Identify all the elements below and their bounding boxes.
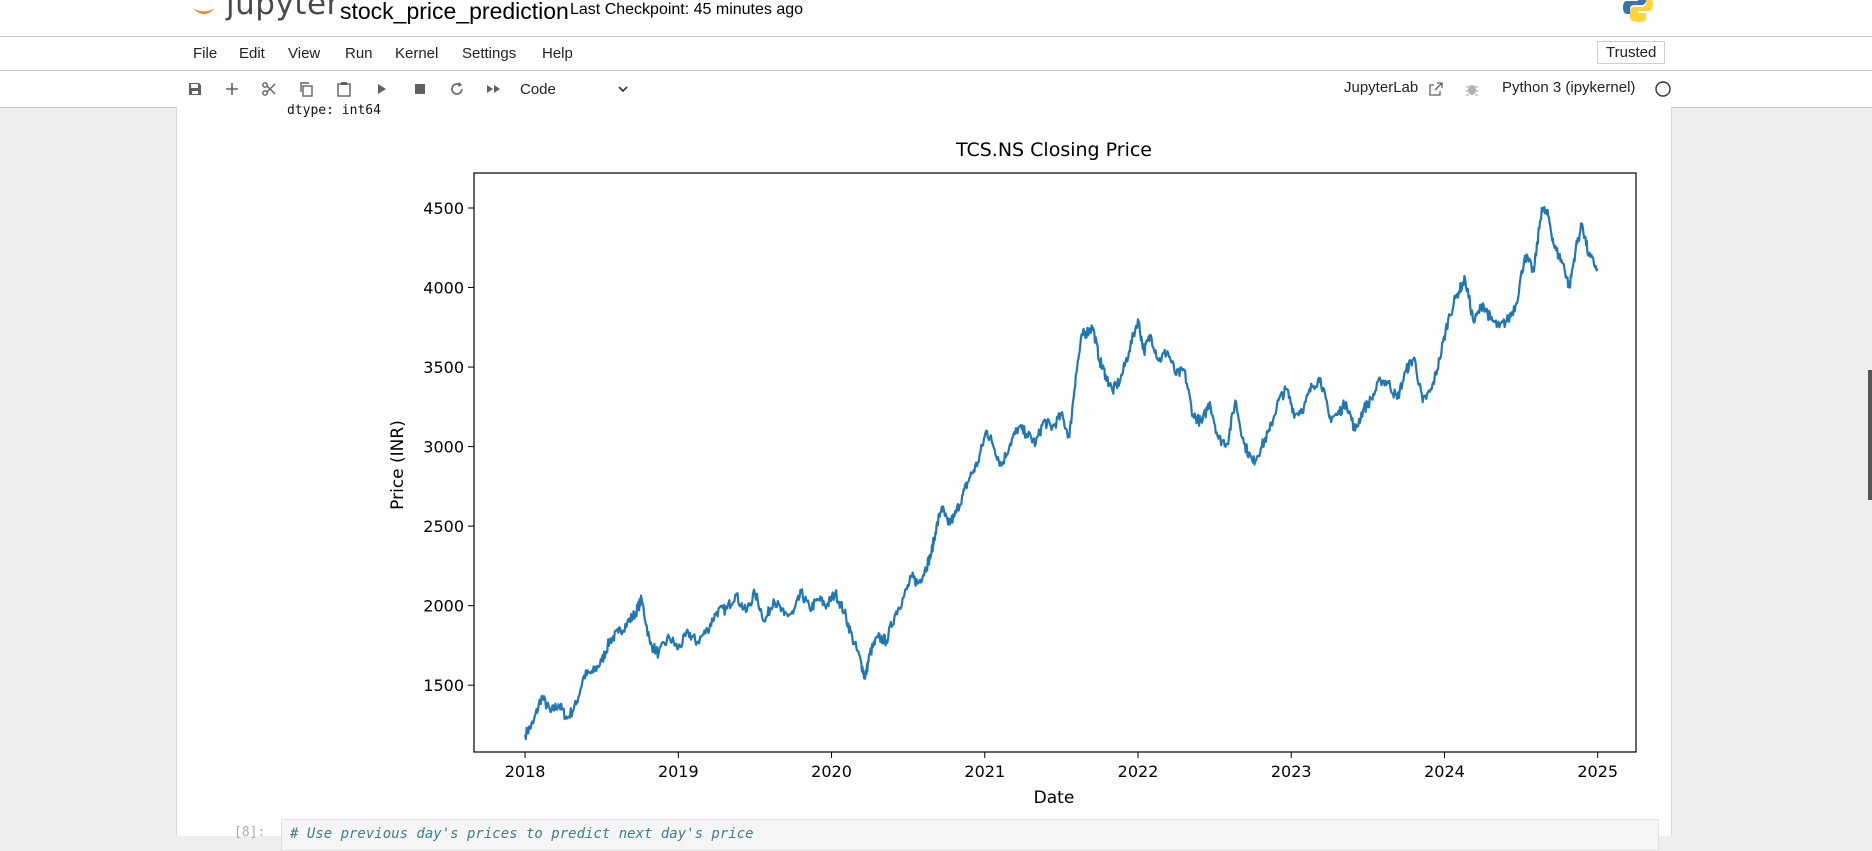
menu-kernel[interactable]: Kernel	[395, 45, 439, 62]
kernel-name[interactable]: Python 3 (ipykernel)	[1502, 79, 1636, 96]
jupyter-logo-icon	[193, 8, 215, 14]
notebook-toolbar: Code JupyterLab Python 3 (ipykernel)	[0, 71, 1872, 108]
copy-icon	[300, 82, 313, 97]
jupyterlab-link[interactable]: JupyterLab	[1344, 79, 1418, 96]
y-tick-label: 3000	[423, 438, 464, 457]
x-axis-label: Date	[1034, 788, 1075, 808]
run-cell-button[interactable]	[372, 79, 392, 99]
restart-icon	[451, 82, 463, 95]
notebook-title[interactable]: stock_price_prediction	[340, 0, 569, 24]
top-header: jupyter stock_price_prediction Last Chec…	[0, 0, 1872, 37]
menu-help[interactable]: Help	[542, 45, 573, 62]
x-tick-label: 2024	[1424, 762, 1465, 781]
y-tick-label: 2500	[423, 517, 464, 536]
output-dtype-text: dtype: int64	[287, 103, 381, 118]
cut-icon	[262, 82, 276, 96]
run-all-button[interactable]	[484, 79, 504, 99]
restart-kernel-button[interactable]	[447, 79, 467, 99]
trusted-indicator[interactable]: Trusted	[1597, 41, 1666, 64]
y-tick-label: 1500	[423, 676, 464, 695]
cut-button[interactable]	[259, 79, 279, 99]
menu-file[interactable]: File	[193, 45, 218, 62]
scrollbar-thumb[interactable]	[1868, 370, 1872, 500]
jupyter-logo-text: jupyter	[226, 0, 340, 22]
save-button[interactable]	[185, 79, 205, 99]
stop-icon	[415, 84, 425, 94]
chevron-down-icon	[618, 86, 628, 93]
x-tick-label: 2025	[1577, 762, 1618, 781]
menu-settings[interactable]: Settings	[462, 45, 517, 62]
chart-title: TCS.NS Closing Price	[955, 139, 1152, 161]
plot-area	[473, 172, 1637, 753]
checkpoint-status: Last Checkpoint: 45 minutes ago	[570, 1, 804, 18]
x-axis-ticks: 2018 2019 2020 2021 2022 2023 2024 2025	[505, 752, 1618, 781]
paste-button[interactable]	[334, 79, 354, 99]
jupyterlab-link-label: JupyterLab	[1344, 79, 1419, 96]
cell-type-value: Code	[520, 80, 556, 98]
run-icon	[378, 84, 386, 94]
x-tick-label: 2018	[505, 762, 546, 781]
x-tick-label: 2019	[658, 762, 699, 781]
add-cell-icon	[226, 83, 238, 95]
closing-price-chart: TCS.NS Closing Price 1500 2000 2500 3000 350…	[388, 139, 1637, 808]
kernel-status-idle-icon	[1655, 81, 1671, 97]
y-axis-label: Price (INR)	[388, 420, 408, 510]
run-all-icon	[487, 85, 500, 93]
x-tick-label: 2020	[811, 762, 852, 781]
y-tick-label: 2000	[423, 597, 464, 616]
next-cell-code: # Use previous day's prices to predict n…	[290, 826, 754, 842]
save-icon	[189, 83, 201, 95]
external-link-icon	[1429, 82, 1443, 96]
menu-bar: File Edit View Run Kernel Settings Help …	[0, 37, 1872, 71]
paste-icon	[337, 82, 351, 97]
y-tick-label: 3500	[423, 358, 464, 377]
menu-view[interactable]: View	[288, 45, 321, 62]
x-tick-label: 2023	[1271, 762, 1312, 781]
y-tick-label: 4000	[423, 279, 464, 298]
x-tick-label: 2021	[964, 762, 1005, 781]
menu-run[interactable]: Run	[345, 45, 373, 62]
next-code-cell[interactable]: # Use previous day's prices to predict n…	[281, 819, 1659, 851]
next-cell-prompt: [8]:	[234, 825, 266, 840]
menu-edit[interactable]: Edit	[239, 45, 265, 62]
notebook-panel: dtype: int64 TCS.NS Closing Price 1500 20…	[176, 103, 1672, 851]
add-cell-button[interactable]	[222, 79, 242, 99]
debugger-bug-icon[interactable]	[1464, 81, 1480, 97]
y-tick-label: 4500	[423, 199, 464, 218]
python-logo-icon	[1623, 0, 1653, 22]
price-series-line	[524, 206, 1599, 741]
x-tick-label: 2022	[1118, 762, 1159, 781]
copy-button[interactable]	[296, 79, 316, 99]
y-axis-ticks: 1500 2000 2500 3000 3500 4000 4500	[423, 199, 474, 695]
stop-kernel-button[interactable]	[410, 79, 430, 99]
cell-type-select[interactable]: Code	[520, 77, 630, 101]
